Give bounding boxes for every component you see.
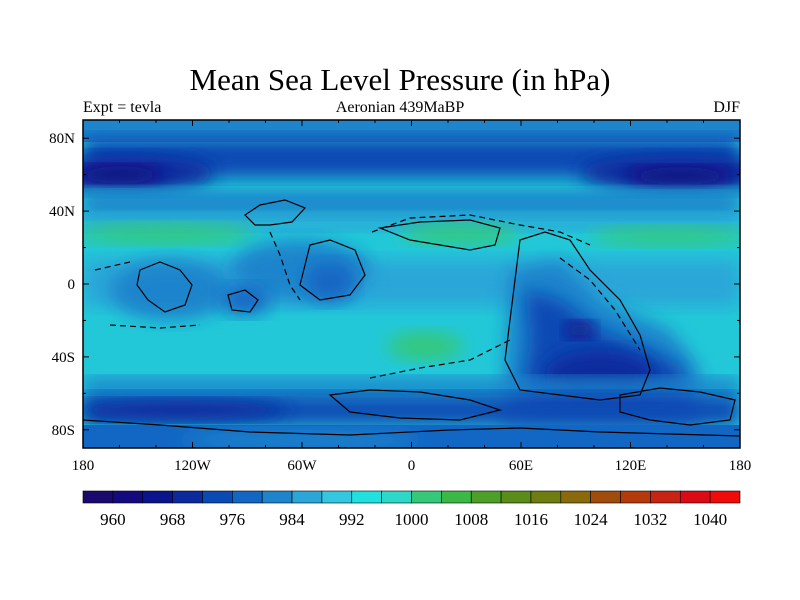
lon-tick-label: 180 bbox=[729, 458, 752, 474]
colorbar-label: 1040 bbox=[693, 510, 727, 529]
colorbar-swatch bbox=[560, 490, 591, 504]
lat-tick-label: 80N bbox=[49, 131, 75, 147]
lon-tick-label: 60E bbox=[509, 458, 533, 474]
colorbar-swatch bbox=[679, 490, 711, 504]
lon-tick-label: 120W bbox=[174, 458, 212, 474]
colorbar-swatch bbox=[381, 490, 412, 504]
colorbar-label: 1024 bbox=[574, 510, 609, 529]
colorbar-swatch bbox=[500, 490, 532, 504]
colorbar-label: 1016 bbox=[514, 510, 548, 529]
lon-tick-label: 180 bbox=[72, 458, 95, 474]
coastlines bbox=[83, 199, 740, 437]
season-label: DJF bbox=[713, 99, 740, 116]
colorbar-swatch bbox=[590, 490, 621, 504]
pressure-field bbox=[83, 120, 740, 448]
colorbar-label: 984 bbox=[279, 510, 305, 529]
axis-labels: 180 120W 60W 0 60E 120E 180 80N 40N 0 40S 80S bbox=[49, 131, 751, 474]
colorbar-swatch bbox=[291, 490, 323, 504]
experiment-label: Expt = tevla bbox=[83, 99, 162, 116]
colorbar-label: 1008 bbox=[454, 510, 488, 529]
colorbar-swatch bbox=[351, 490, 382, 504]
colorbar-swatch bbox=[261, 490, 293, 504]
lat-tick-label: 80S bbox=[52, 423, 75, 439]
map-title: Mean Sea Level Pressure (in hPa) bbox=[189, 62, 611, 97]
lat-tick-label: 40S bbox=[52, 350, 75, 366]
colorbar-labels: 960 968 976 984 992 1000 1008 1016 1024 1032 1040 bbox=[100, 510, 727, 529]
shelf-outlines bbox=[94, 214, 641, 379]
colorbar-label: 968 bbox=[160, 510, 186, 529]
axis-ticks bbox=[82, 120, 741, 448]
lon-tick-label: 120E bbox=[615, 458, 647, 474]
colorbar-swatch bbox=[709, 490, 741, 504]
period-label: Aeronian 439MaBP bbox=[335, 99, 465, 116]
colorbar-swatch bbox=[232, 490, 263, 504]
colorbar-swatch bbox=[172, 490, 203, 504]
colorbar-label: 960 bbox=[100, 510, 126, 529]
colorbar-swatch bbox=[470, 490, 502, 504]
colorbar-swatch bbox=[650, 490, 681, 504]
colorbar-swatch bbox=[142, 490, 173, 504]
lon-tick-label: 60W bbox=[287, 458, 317, 474]
colorbar-swatch bbox=[620, 490, 651, 504]
colorbar-label: 1032 bbox=[633, 510, 667, 529]
colorbar-swatch bbox=[82, 490, 114, 504]
colorbar-label: 976 bbox=[220, 510, 246, 529]
lat-tick-label: 40N bbox=[49, 204, 75, 220]
colorbar bbox=[82, 490, 741, 504]
colorbar-swatch bbox=[411, 490, 442, 504]
lon-tick-label: 0 bbox=[408, 458, 416, 474]
colorbar-swatch bbox=[321, 490, 353, 504]
colorbar-swatch bbox=[441, 490, 472, 504]
colorbar-swatch bbox=[202, 490, 233, 504]
colorbar-swatch bbox=[112, 490, 144, 504]
colorbar-label: 1000 bbox=[395, 510, 429, 529]
colorbar-label: 992 bbox=[339, 510, 365, 529]
lat-tick-label: 0 bbox=[68, 277, 76, 293]
colorbar-swatch bbox=[530, 490, 562, 504]
